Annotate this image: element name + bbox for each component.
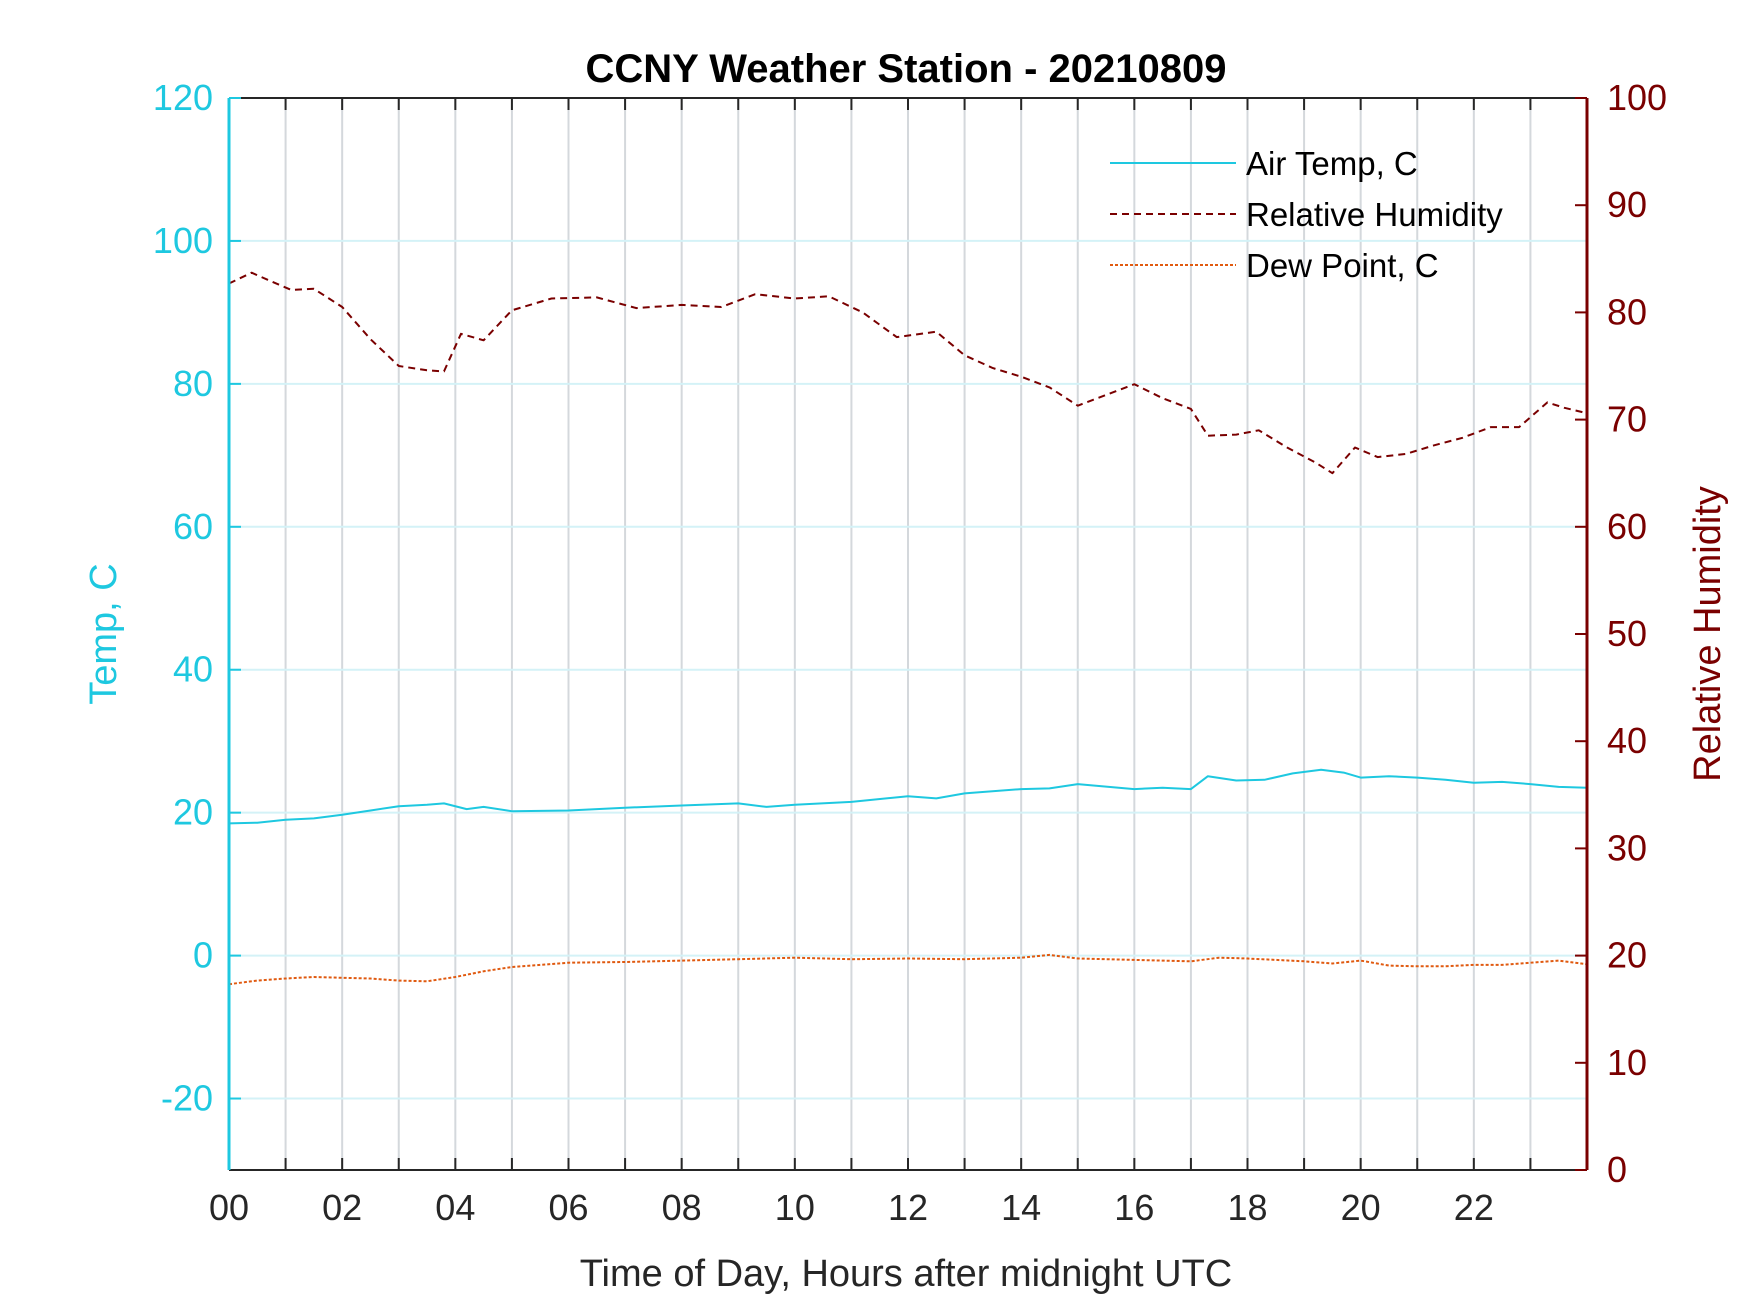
x-tick-label: 16 <box>1114 1187 1154 1228</box>
y-left-tick-label: 100 <box>153 220 213 261</box>
y-right-tick-label: 10 <box>1607 1042 1647 1083</box>
x-tick-label: 20 <box>1341 1187 1381 1228</box>
series-line-relative-humidity <box>228 271 1588 475</box>
y-right-tick-label: 60 <box>1607 506 1647 547</box>
legend-entry-relative-humidity: Relative Humidity <box>1246 196 1503 233</box>
axes <box>227 97 1589 1171</box>
x-tick-label: 02 <box>322 1187 362 1228</box>
series-layer <box>228 271 1588 986</box>
tick-labels: 00 02 04 06 08 10 12 14 16 18 20 22-200204060801001… <box>153 77 1667 1228</box>
y-right-tick-label: 80 <box>1607 291 1647 332</box>
y-right-tick-label: 70 <box>1607 399 1647 440</box>
y-right-tick-label: 100 <box>1607 77 1667 118</box>
y-left-tick-label: 20 <box>173 792 213 833</box>
y-left-axis-label: Temp, C <box>83 563 125 704</box>
series-line-dew-point-c <box>228 953 1588 986</box>
y-left-tick-label: 120 <box>153 77 213 118</box>
y-left-tick-label: 60 <box>173 506 213 547</box>
x-tick-label: 12 <box>888 1187 928 1228</box>
x-tick-label: 18 <box>1227 1187 1267 1228</box>
chart-title: CCNY Weather Station - 20210809 <box>586 47 1227 91</box>
y-right-axis-label: Relative Humidity <box>1687 486 1729 782</box>
x-tick-label: 14 <box>1001 1187 1041 1228</box>
legend-entry-air-temp: Air Temp, C <box>1246 145 1418 182</box>
legend-entry-dew-point: Dew Point, C <box>1246 247 1439 284</box>
legend: Air Temp, C Relative Humidity Dew Point,… <box>1110 145 1503 284</box>
y-left-tick-label: 80 <box>173 363 213 404</box>
y-right-tick-label: 90 <box>1607 184 1647 225</box>
x-tick-label: 04 <box>435 1187 475 1228</box>
grid <box>229 97 1587 1170</box>
x-axis-label: Time of Day, Hours after midnight UTC <box>580 1253 1233 1295</box>
y-left-tick-label: 0 <box>193 935 213 976</box>
series-line-air-temp-c <box>228 768 1588 825</box>
x-tick-label: 08 <box>662 1187 702 1228</box>
y-right-tick-label: 20 <box>1607 935 1647 976</box>
y-right-tick-label: 40 <box>1607 720 1647 761</box>
x-tick-label: 00 <box>209 1187 249 1228</box>
x-tick-label: 10 <box>775 1187 815 1228</box>
y-right-tick-label: 50 <box>1607 613 1647 654</box>
x-tick-label: 22 <box>1454 1187 1494 1228</box>
y-right-tick-label: 30 <box>1607 827 1647 868</box>
y-right-tick-label: 0 <box>1607 1149 1627 1190</box>
x-tick-label: 06 <box>548 1187 588 1228</box>
y-left-tick-label: 40 <box>173 649 213 690</box>
y-left-tick-label: -20 <box>161 1078 213 1119</box>
